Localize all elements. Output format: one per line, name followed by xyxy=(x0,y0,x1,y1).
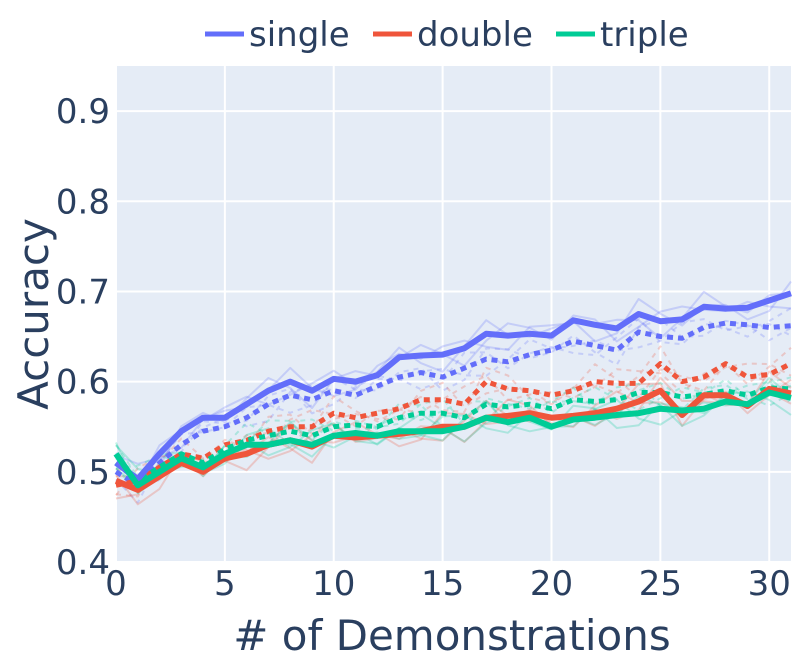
series-line-triple-dotted xyxy=(114,385,792,484)
legend-label-double: double xyxy=(417,15,533,55)
series-line-double-dotted xyxy=(115,361,793,488)
legend-item-double[interactable]: double xyxy=(373,15,533,55)
y-tick-label: 0.6 xyxy=(56,363,110,403)
tick-labels: 0 5 10 15 20 25 30 0.4 0.5 0.6 0.7 0.8 0.9 xyxy=(56,92,791,604)
series-lines xyxy=(113,290,793,493)
x-tick-label: 25 xyxy=(639,564,682,604)
legend: single double triple xyxy=(205,15,689,55)
legend-label-single: single xyxy=(249,15,350,55)
y-tick-label: 0.5 xyxy=(56,453,110,493)
series-line-triple-solid xyxy=(113,389,792,489)
series-line-single-solid xyxy=(114,290,792,482)
x-axis-title: # of Demonstrations xyxy=(233,611,670,660)
x-tick-label: 15 xyxy=(421,564,464,604)
series-line-single-dotted xyxy=(114,320,792,488)
y-tick-label: 0.7 xyxy=(56,272,110,312)
x-tick-label: 20 xyxy=(530,564,573,604)
legend-item-single[interactable]: single xyxy=(205,15,350,55)
x-tick-label: 5 xyxy=(214,564,236,604)
y-tick-label: 0.4 xyxy=(56,543,110,583)
faint-run-single xyxy=(115,280,792,487)
legend-item-triple[interactable]: triple xyxy=(556,15,689,55)
faint-run-single xyxy=(115,307,792,486)
y-axis-title: Accuracy xyxy=(9,218,58,410)
y-tick-label: 0.8 xyxy=(56,182,110,222)
legend-label-triple: triple xyxy=(600,15,689,55)
plot-area xyxy=(116,66,791,562)
y-tick-label: 0.9 xyxy=(56,92,110,132)
faint-run-double xyxy=(115,347,792,496)
x-tick-label: 30 xyxy=(748,564,791,604)
x-tick-label: 10 xyxy=(312,564,355,604)
x-tick-label: 0 xyxy=(105,564,127,604)
grid xyxy=(115,66,791,563)
